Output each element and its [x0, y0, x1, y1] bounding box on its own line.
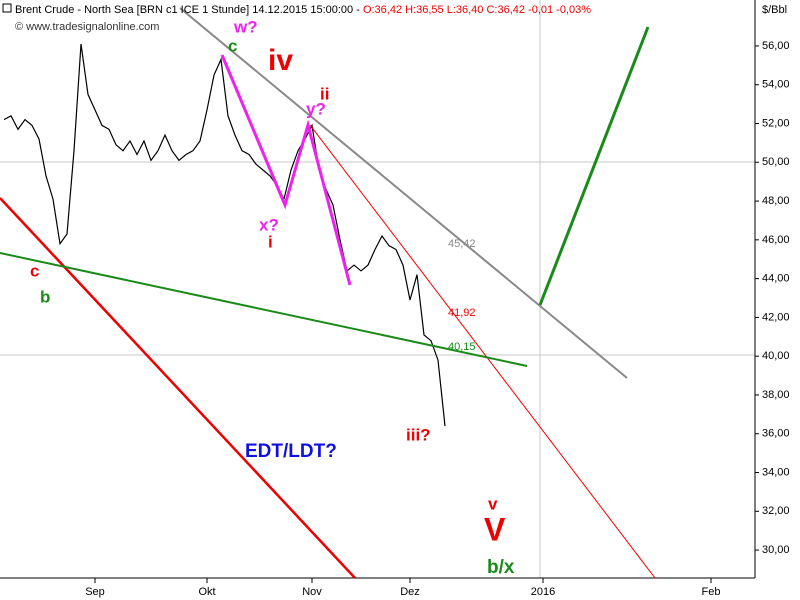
price-label: 41,92: [448, 307, 476, 319]
y-tick-label: 38,00: [762, 389, 790, 401]
trend-line: [0, 252, 528, 367]
annotation: c: [30, 261, 39, 280]
y-tick-label: 40,00: [762, 350, 790, 362]
x-tick-label: Nov: [302, 586, 322, 598]
y-tick-label: 46,00: [762, 234, 790, 246]
annotation: EDT/LDT?: [245, 441, 337, 462]
annotation: w?: [233, 17, 258, 36]
annotation: x?: [259, 215, 279, 234]
y-tick-label: 54,00: [762, 79, 790, 91]
chart-title: Brent Crude - North Sea [BRN c1 ICE 1 St…: [15, 4, 591, 16]
x-tick-label: Okt: [198, 586, 215, 598]
trend-line: [309, 124, 656, 579]
y-tick-label: 50,00: [762, 156, 790, 168]
annotation: iii?: [406, 425, 431, 444]
source: © www.tradesignalonline.com: [15, 21, 159, 33]
x-tick-label: Dez: [400, 586, 420, 598]
trend-lines: [0, 7, 656, 579]
y-tick-label: 30,00: [762, 544, 790, 556]
annotation: i: [268, 232, 273, 251]
annotation: V: [484, 511, 506, 547]
x-tick-label: 2016: [531, 586, 555, 598]
y-tick-label: 52,00: [762, 117, 790, 129]
y-tick-label: 36,00: [762, 428, 790, 440]
x-tick-label: Feb: [702, 586, 721, 598]
annotation: v: [488, 494, 498, 513]
trend-line: [179, 7, 628, 379]
annotation: b/x: [487, 557, 515, 578]
annotation: b: [40, 287, 50, 306]
annotation: ii: [320, 84, 329, 103]
trend-line: [538, 26, 650, 306]
y-tick-label: 44,00: [762, 273, 790, 285]
title: Brent Crude - North Sea [BRN c1 ICE 1 St…: [15, 4, 363, 16]
annotation: y?: [306, 99, 326, 118]
plot: [3, 43, 446, 427]
wave-path: [220, 54, 352, 286]
y-axis-label: $/Bbl: [762, 4, 787, 16]
price-label: 40,15: [448, 341, 476, 353]
y-tick-label: 48,00: [762, 195, 790, 207]
y-tick-label: 42,00: [762, 311, 790, 323]
price-line: [3, 43, 446, 427]
price-label: 45,42: [448, 238, 476, 250]
y-tick-label: 32,00: [762, 505, 790, 517]
x-tick-label: Sep: [85, 586, 105, 598]
annotation: iv: [268, 44, 293, 77]
trend-line: [0, 197, 356, 579]
y-tick-label: 56,00: [762, 40, 790, 52]
ohlc: O:36,42 H:36,55 L:36,40 C:36,42 -0,01 -0…: [363, 4, 591, 16]
icon: [2, 3, 12, 13]
annotation: c: [228, 36, 237, 55]
y-tick-label: 34,00: [762, 466, 790, 478]
